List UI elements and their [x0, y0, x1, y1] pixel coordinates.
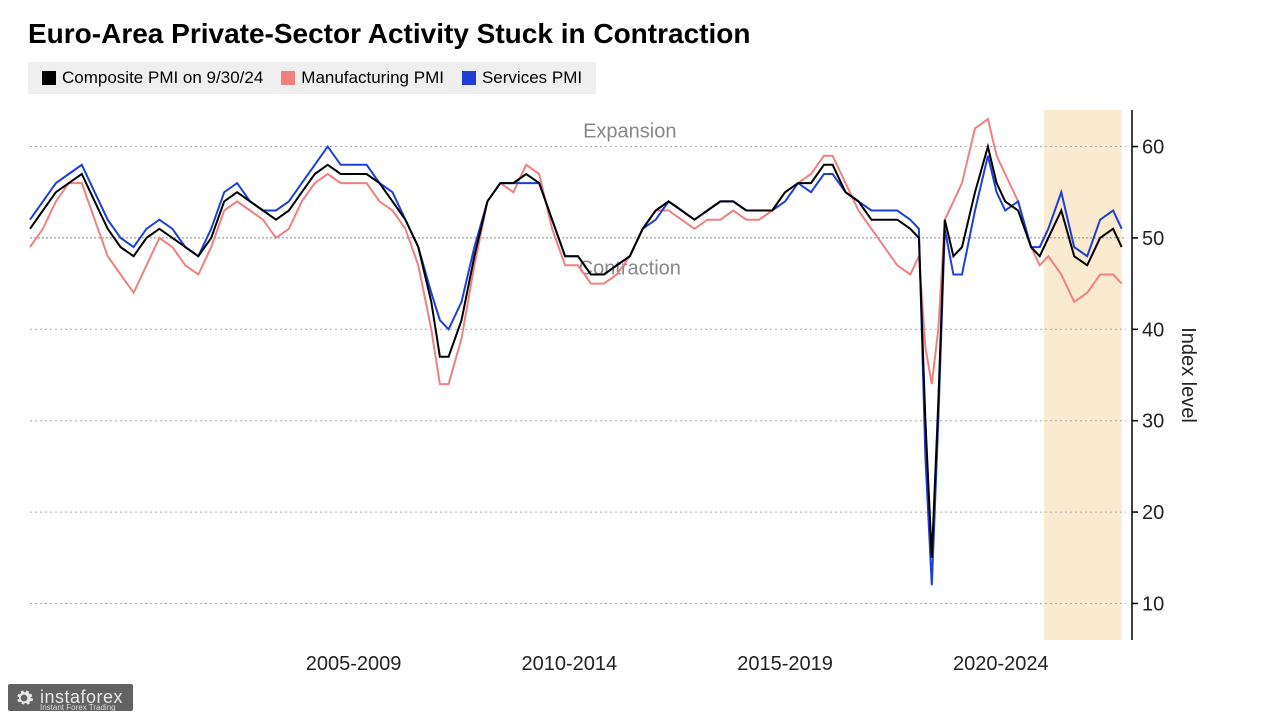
svg-text:2005-2009: 2005-2009 [306, 653, 402, 675]
svg-text:Contraction: Contraction [579, 257, 681, 279]
legend-label: Composite PMI on 9/30/24 [62, 68, 263, 88]
plot-area: ExpansionContraction102030405060Index le… [30, 110, 1190, 640]
legend-label: Manufacturing PMI [301, 68, 444, 88]
line-chart-svg: ExpansionContraction102030405060Index le… [30, 110, 1190, 640]
svg-text:60: 60 [1142, 137, 1164, 159]
watermark: instaforex Instant Forex Trading [8, 684, 133, 711]
svg-text:50: 50 [1142, 228, 1164, 250]
legend-item-manufacturing: Manufacturing PMI [281, 68, 444, 88]
watermark-sub: Instant Forex Trading [40, 703, 116, 712]
svg-text:Expansion: Expansion [583, 120, 676, 142]
legend-swatch [42, 71, 56, 85]
svg-text:2015-2019: 2015-2019 [737, 653, 833, 675]
svg-text:Index level: Index level [1177, 327, 1199, 423]
svg-text:10: 10 [1142, 593, 1164, 615]
svg-text:20: 20 [1142, 502, 1164, 524]
legend-swatch [462, 71, 476, 85]
gear-icon [14, 688, 34, 708]
legend-item-services: Services PMI [462, 68, 582, 88]
chart-title: Euro-Area Private-Sector Activity Stuck … [28, 18, 1250, 50]
svg-text:30: 30 [1142, 411, 1164, 433]
legend: Composite PMI on 9/30/24 Manufacturing P… [28, 62, 596, 94]
legend-swatch [281, 71, 295, 85]
legend-label: Services PMI [482, 68, 582, 88]
chart-container: Euro-Area Private-Sector Activity Stuck … [0, 0, 1280, 725]
svg-text:40: 40 [1142, 319, 1164, 341]
svg-text:2020-2024: 2020-2024 [953, 653, 1049, 675]
svg-text:2010-2014: 2010-2014 [522, 653, 618, 675]
legend-item-composite: Composite PMI on 9/30/24 [42, 68, 263, 88]
